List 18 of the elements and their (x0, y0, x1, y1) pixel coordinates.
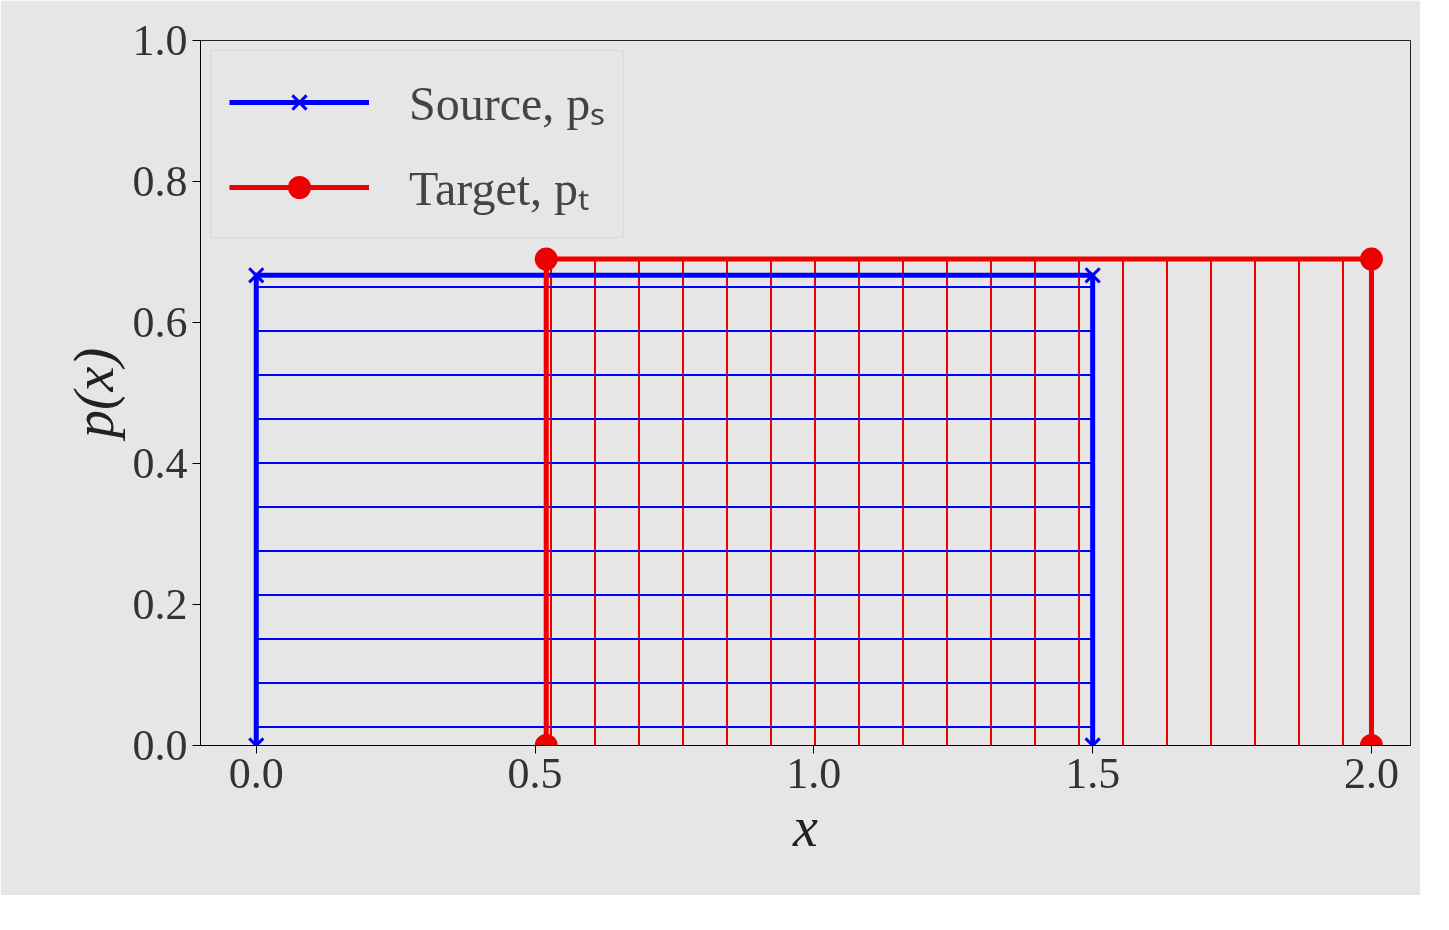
y-tick-label: 0.6 (132, 298, 188, 347)
x-tick-label: 0.0 (228, 748, 284, 798)
point (1359, 247, 1383, 271)
x-tick-label: 2.0 (1343, 748, 1399, 798)
x-tick-label: 0.5 (507, 748, 563, 798)
y-tick-label: 0.8 (132, 157, 188, 206)
legend-label: Source, pₛ (409, 76, 606, 132)
point (247, 266, 265, 284)
x-tick-label: 1.0 (786, 748, 842, 798)
y-tick-label: 1.0 (132, 16, 188, 65)
x-axis-title: x (792, 795, 819, 858)
x-tick-label: 1.5 (1065, 748, 1121, 798)
y-tick-label: 0.4 (132, 439, 188, 488)
y-tick-label: 0.2 (132, 580, 188, 629)
y-axis-title: p(x) (62, 347, 126, 443)
point (534, 247, 558, 271)
legend-label: Target, pₜ (409, 161, 590, 217)
point (1084, 266, 1102, 284)
